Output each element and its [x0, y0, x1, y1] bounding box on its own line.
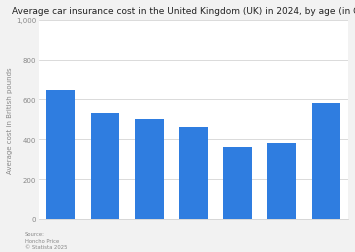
Bar [312, 104, 340, 219]
Text: Source:
Honcho Price
© Statista 2025: Source: Honcho Price © Statista 2025 [25, 231, 67, 249]
Bar [223, 148, 252, 219]
Bar [91, 114, 119, 219]
Y-axis label: Average cost in British pounds: Average cost in British pounds [7, 67, 13, 173]
Title: Average car insurance cost in the United Kingdom (UK) in 2024, by age (in GBP): Average car insurance cost in the United… [12, 7, 355, 16]
Bar [267, 144, 296, 219]
Bar [179, 128, 208, 219]
Bar [47, 90, 75, 219]
Bar [135, 120, 164, 219]
